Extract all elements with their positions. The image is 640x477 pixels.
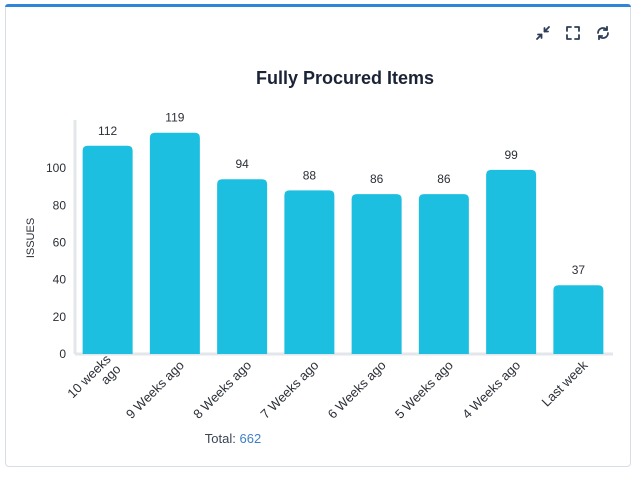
y-tick-label: 40 xyxy=(53,273,67,287)
y-tick-label: 80 xyxy=(53,198,67,212)
y-tick-label: 100 xyxy=(46,161,66,175)
refresh-icon[interactable] xyxy=(593,23,613,43)
bar[interactable] xyxy=(351,194,402,354)
data-label: 86 xyxy=(437,172,451,186)
y-axis-label: ISSUES xyxy=(25,218,37,258)
x-tick-label: 9 Weeks ago xyxy=(123,358,187,422)
bar[interactable] xyxy=(553,285,604,354)
total-value[interactable]: 662 xyxy=(239,431,262,446)
bar[interactable] xyxy=(82,145,133,354)
bar[interactable] xyxy=(418,194,469,354)
card-accent-bar xyxy=(5,4,631,7)
chart-title: Fully Procured Items xyxy=(255,68,435,88)
y-tick-label: 60 xyxy=(53,235,67,249)
x-tick-label: 5 Weeks ago xyxy=(392,358,456,422)
data-label: 112 xyxy=(98,124,117,138)
x-tick-label: Last week xyxy=(538,357,590,409)
data-label: 119 xyxy=(165,111,184,125)
x-tick-label: 10 weeksago xyxy=(64,351,124,411)
x-tick-label: 7 Weeks ago xyxy=(257,358,321,422)
bar[interactable] xyxy=(217,179,268,354)
fullscreen-icon[interactable] xyxy=(563,23,583,43)
data-label: 86 xyxy=(370,172,384,186)
data-label: 94 xyxy=(235,157,249,171)
x-tick-label: 6 Weeks ago xyxy=(325,358,389,422)
data-label: 99 xyxy=(504,148,518,162)
y-tick-label: 0 xyxy=(59,347,66,361)
bar[interactable] xyxy=(149,132,200,354)
x-tick-label: 8 Weeks ago xyxy=(190,358,254,422)
total-label: Total: xyxy=(204,431,236,446)
data-label: 37 xyxy=(572,263,586,277)
collapse-icon[interactable] xyxy=(533,23,553,43)
total-line: Total: 662 xyxy=(0,431,466,446)
chart-toolbar xyxy=(533,23,613,43)
bar[interactable] xyxy=(284,190,335,354)
bar[interactable] xyxy=(486,169,537,354)
x-tick-label: 4 Weeks ago xyxy=(459,358,523,422)
data-label: 88 xyxy=(303,168,317,182)
y-tick-label: 20 xyxy=(53,310,67,324)
